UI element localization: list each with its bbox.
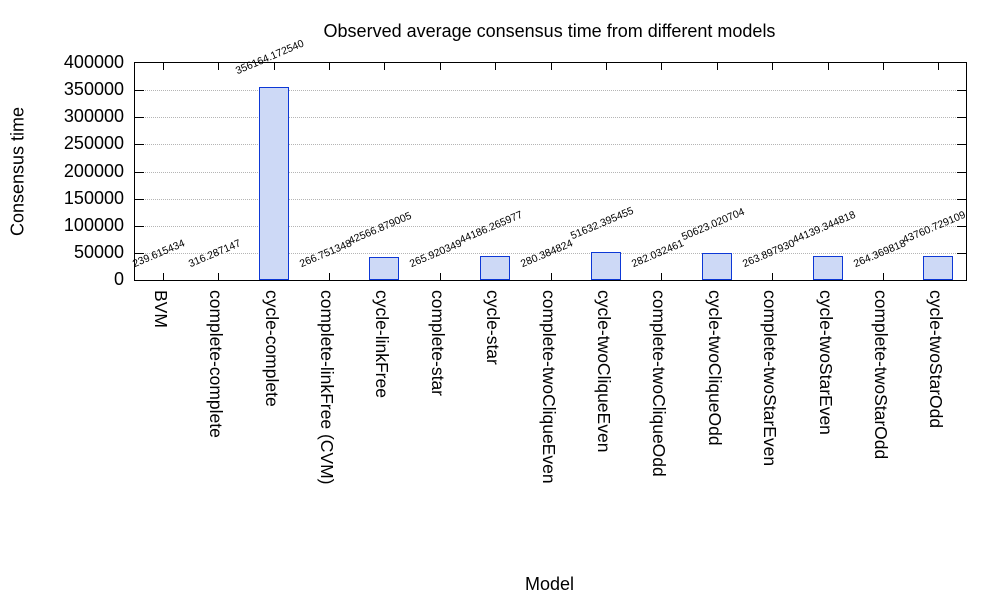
y-tick-right	[957, 225, 966, 227]
y-tick-label: 0	[113, 269, 124, 289]
x-tick-top	[605, 63, 607, 70]
y-tick-left	[135, 171, 144, 173]
y-tick-label: 100000	[63, 214, 124, 235]
x-tick-top	[495, 63, 497, 70]
x-tick-top	[550, 63, 552, 70]
y-tick-label: 150000	[63, 187, 124, 208]
x-tick-top	[772, 63, 774, 70]
x-tick-bottom	[439, 273, 441, 280]
y-tick-right	[957, 252, 966, 254]
bar	[480, 256, 511, 280]
x-tick-bottom	[218, 273, 220, 280]
y-tick-right	[957, 90, 966, 92]
y-tick-right	[957, 198, 966, 200]
bar	[369, 256, 400, 280]
category-label: cycle-complete	[261, 290, 282, 407]
bar	[258, 86, 289, 280]
y-tick-left	[135, 117, 144, 119]
x-tick-bottom	[661, 273, 663, 280]
plot-area	[134, 62, 967, 281]
y-tick-label: 50000	[73, 241, 124, 262]
category-label: complete-complete	[206, 290, 227, 438]
x-tick-top	[273, 63, 275, 70]
y-tick-left	[135, 252, 144, 254]
x-tick-top	[439, 63, 441, 70]
x-tick-top	[827, 63, 829, 70]
y-tick-right	[957, 117, 966, 119]
x-tick-top	[162, 63, 164, 70]
y-tick-left	[135, 225, 144, 227]
category-label: complete-twoCliqueEven	[538, 290, 559, 484]
x-tick-top	[384, 63, 386, 70]
x-tick-top	[938, 63, 940, 70]
y-gridline	[135, 117, 966, 119]
category-label: cycle-twoCliqueOdd	[704, 290, 725, 446]
y-gridline	[135, 144, 966, 146]
y-tick-label: 300000	[63, 106, 124, 127]
x-tick-bottom	[162, 273, 164, 280]
x-tick-bottom	[550, 273, 552, 280]
category-label: complete-twoStarEven	[760, 290, 781, 467]
x-tick-top	[661, 63, 663, 70]
y-tick-left	[135, 90, 144, 92]
x-tick-top	[328, 63, 330, 70]
y-tick-left	[135, 144, 144, 146]
category-label: complete-linkFree (CVM)	[316, 290, 337, 485]
y-tick-label: 250000	[63, 133, 124, 154]
y-tick-right	[957, 171, 966, 173]
y-tick-label: 350000	[63, 79, 124, 100]
x-tick-top	[716, 63, 718, 70]
bar	[812, 256, 843, 280]
bar	[923, 256, 954, 280]
category-label: cycle-twoCliqueEven	[593, 290, 614, 453]
x-tick-top	[218, 63, 220, 70]
x-tick-bottom	[772, 273, 774, 280]
y-gridline	[135, 252, 966, 254]
category-label: cycle-star	[483, 290, 504, 365]
category-label: cycle-linkFree	[372, 290, 393, 398]
category-label: complete-twoStarOdd	[870, 290, 891, 460]
y-gridline	[135, 198, 966, 200]
y-gridline	[135, 171, 966, 173]
category-label: BVM	[150, 290, 171, 328]
y-tick-label: 400000	[63, 52, 124, 72]
y-gridline	[135, 225, 966, 227]
y-gridline	[135, 90, 966, 92]
bar	[701, 252, 732, 280]
category-label: complete-star	[427, 290, 448, 397]
x-tick-top	[882, 63, 884, 70]
x-tick-bottom	[328, 273, 330, 280]
category-label: complete-twoCliqueOdd	[649, 290, 670, 477]
category-label: cycle-twoStarOdd	[926, 290, 947, 429]
y-tick-label: 200000	[63, 160, 124, 181]
chart-title: Observed average consensus time from dif…	[323, 21, 776, 41]
bar	[590, 251, 621, 280]
category-label: cycle-twoStarEven	[815, 290, 836, 435]
x-tick-bottom	[882, 273, 884, 280]
y-tick-right	[957, 144, 966, 146]
x-axis-title: Model	[524, 574, 575, 594]
y-tick-left	[135, 198, 144, 200]
